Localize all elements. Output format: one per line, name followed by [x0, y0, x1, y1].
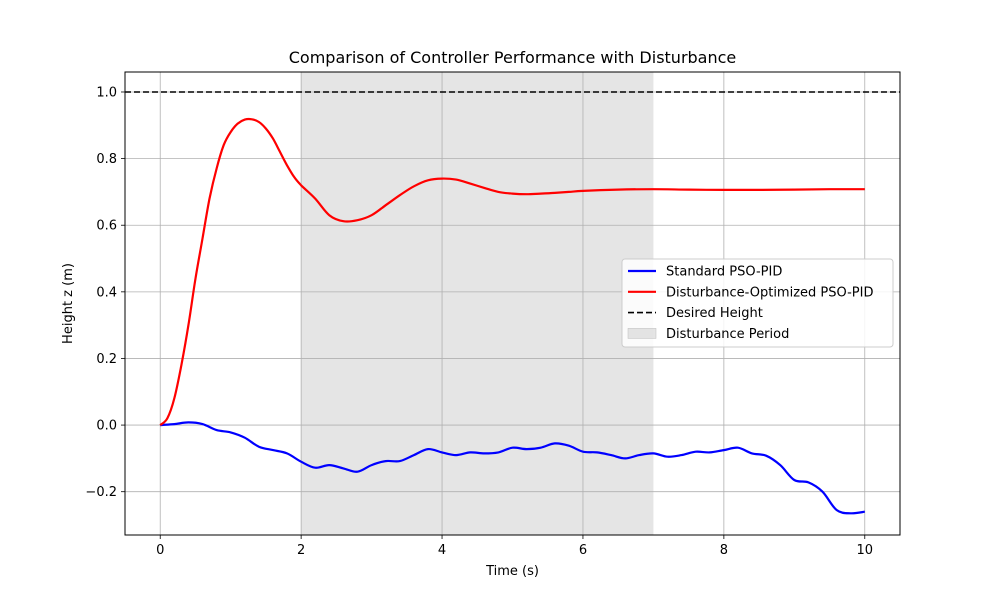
legend-entry-standard-pso-pid: Standard PSO-PID	[628, 265, 782, 280]
y-axis-label: Height z (m)	[61, 263, 76, 344]
y-tick-label: 1.0	[96, 85, 117, 100]
chart-title: Comparison of Controller Performance wit…	[289, 48, 737, 67]
y-tick-label: 0.2	[96, 352, 117, 367]
y-tick-label: 0.4	[96, 285, 117, 300]
y-tick-label: −0.2	[85, 485, 117, 500]
disturbance-optimized-pso-pid-line	[159, 117, 865, 426]
shaded-region-layer	[301, 72, 654, 535]
x-axis-label: Time (s)	[485, 564, 539, 579]
y-tick-label: 0.6	[96, 219, 117, 234]
disturbance-region	[301, 72, 654, 535]
legend-label: Desired Height	[666, 306, 763, 321]
legend-entry-disturbance-period: Disturbance Period	[627, 327, 789, 342]
legend-label: Standard PSO-PID	[666, 265, 782, 280]
tick-layer: 0 2 4 6 8 10 −0.2 0.0 0.2 0.4 0.6 0.8 1.0	[85, 85, 873, 558]
axes-frame	[124, 71, 901, 536]
x-tick-label: 4	[438, 543, 446, 558]
x-tick-label: 10	[856, 543, 873, 558]
x-tick-label: 2	[297, 543, 305, 558]
legend-swatch	[627, 328, 657, 339]
legend-label: Disturbance-Optimized PSO-PID	[666, 285, 873, 300]
x-tick-label: 0	[156, 543, 164, 558]
series-layer	[125, 91, 900, 515]
legend: Standard PSO-PID Disturbance-Optimized PS…	[621, 258, 894, 348]
y-tick-label: 0.8	[96, 152, 117, 167]
x-tick-label: 6	[579, 543, 587, 558]
legend-entry-desired-height: Desired Height	[628, 306, 763, 321]
legend-entry-disturbance-optimized: Disturbance-Optimized PSO-PID	[628, 285, 873, 300]
x-tick-label: 8	[720, 543, 728, 558]
legend-label: Disturbance Period	[666, 327, 789, 342]
standard-pso-pid-line	[160, 421, 865, 515]
y-tick-label: 0.0	[96, 419, 117, 434]
legend-box	[621, 258, 894, 348]
